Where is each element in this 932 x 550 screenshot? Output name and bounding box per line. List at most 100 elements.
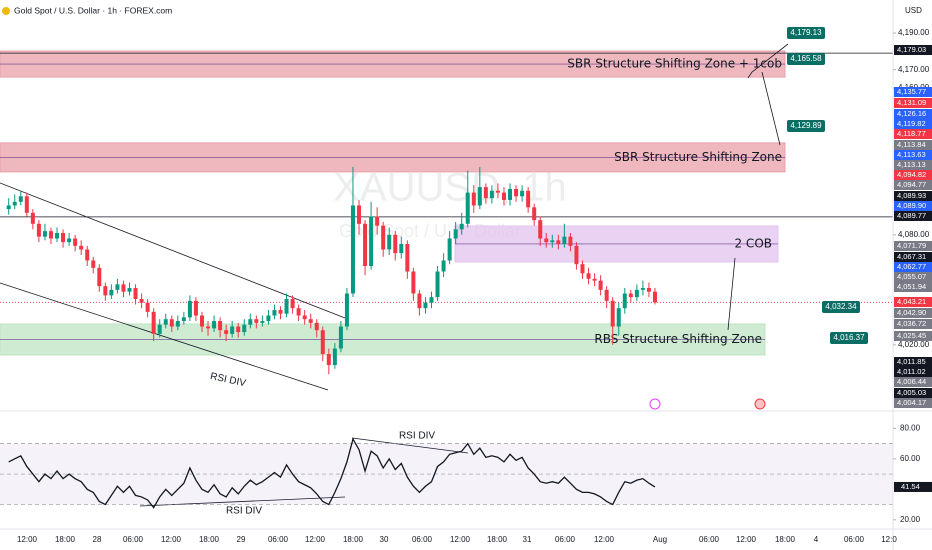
candle-body <box>520 190 525 197</box>
candle <box>453 221 458 244</box>
annotation-badge <box>787 27 825 39</box>
x-tick-label: 06:00 <box>844 535 865 544</box>
candle-body <box>193 300 198 316</box>
candle-body <box>399 243 404 254</box>
candle <box>514 185 519 202</box>
x-tick-label: 06:00 <box>123 535 144 544</box>
event-icon[interactable] <box>649 398 661 410</box>
candle <box>423 297 428 314</box>
x-tick-label: 12:00 <box>305 535 326 544</box>
candle <box>604 286 609 309</box>
candle <box>230 321 235 338</box>
candle-body <box>562 236 567 244</box>
candle <box>85 245 90 266</box>
candle-body <box>604 289 609 301</box>
price-badge-label: 4,011.85 <box>897 357 926 366</box>
x-tick-label: 12:0 <box>881 535 897 544</box>
candle <box>193 297 198 322</box>
candle-body <box>326 354 331 366</box>
candle <box>538 216 543 246</box>
candle-body <box>489 190 494 199</box>
candle <box>338 321 343 353</box>
candle-body <box>73 238 78 246</box>
candle-body <box>266 315 271 322</box>
candle <box>477 166 482 210</box>
candle-body <box>320 330 325 355</box>
candle-body <box>357 205 362 224</box>
x-tick-label: 12:00 <box>736 535 757 544</box>
candle-body <box>55 232 60 239</box>
price-badge <box>894 129 932 139</box>
price-badge <box>894 180 932 190</box>
price-badge-label: 4,118.77 <box>897 129 926 138</box>
candle-body <box>151 311 156 334</box>
candle-body <box>550 240 555 243</box>
candle-body <box>429 297 434 303</box>
x-tick-label: 12:00 <box>17 535 38 544</box>
candle-body <box>556 240 561 244</box>
candle-body <box>302 315 307 320</box>
candle-body <box>628 293 633 298</box>
candle <box>556 234 561 250</box>
candle <box>411 267 416 301</box>
candle <box>151 308 156 342</box>
candle <box>181 311 186 325</box>
price-badge <box>894 388 932 398</box>
candle <box>290 295 295 314</box>
price-badge-label: 4,011.02 <box>897 367 926 376</box>
zones: SBR Structure Shifting Zone + 1cob SBR St… <box>0 50 893 356</box>
price-badge-label: 4,113.63 <box>897 150 926 159</box>
channel-line <box>0 182 346 319</box>
candle <box>127 282 132 296</box>
candle <box>429 291 434 309</box>
y-tick-label: 4,080.00 <box>898 230 930 239</box>
price-badge-label: 4,089.90 <box>897 201 926 210</box>
price-badge-label: 4,042.90 <box>897 308 926 317</box>
x-tick-label: 18:00 <box>55 535 76 544</box>
price-badge <box>894 282 932 292</box>
candle <box>254 315 259 329</box>
candle-body <box>417 293 422 309</box>
candle-body <box>332 348 337 366</box>
candle-body <box>115 284 120 290</box>
price-badge <box>894 211 932 221</box>
rsi-line <box>8 437 656 509</box>
x-tick-label: 18:00 <box>775 535 796 544</box>
candle-body <box>272 310 277 316</box>
candle-body <box>284 299 289 314</box>
candle-body <box>67 238 72 243</box>
annotation-label: 4,165.58 <box>790 54 822 63</box>
candle <box>369 201 374 270</box>
candle <box>308 313 313 329</box>
candle <box>508 183 513 206</box>
price-badge <box>894 98 932 108</box>
candle-body <box>163 319 168 325</box>
candle <box>55 227 60 243</box>
price-badge <box>894 398 932 408</box>
x-tick-label: Aug <box>653 535 667 544</box>
candle <box>350 166 355 298</box>
candle-body <box>441 260 446 272</box>
x-tick-label: 29 <box>237 535 246 544</box>
candle <box>175 315 180 331</box>
price-badge <box>894 45 932 55</box>
candle <box>544 232 549 248</box>
candle-body <box>526 190 531 208</box>
candle <box>640 280 645 296</box>
price-badge <box>894 357 932 367</box>
annotation-label: 4,129.89 <box>790 121 822 130</box>
x-tick-label: 18:00 <box>343 535 364 544</box>
annotation-badge <box>822 301 860 313</box>
candle <box>115 278 120 294</box>
candle <box>405 240 410 279</box>
annotation-badge <box>787 53 825 65</box>
candle <box>634 284 639 301</box>
candle-body <box>109 289 114 296</box>
candle-body <box>344 293 349 327</box>
candle <box>332 343 337 369</box>
x-tick-label: 12:00 <box>161 535 182 544</box>
event-icon[interactable] <box>754 398 766 410</box>
annotation-label: RSI DIV <box>399 431 435 442</box>
price-badge <box>894 109 932 119</box>
